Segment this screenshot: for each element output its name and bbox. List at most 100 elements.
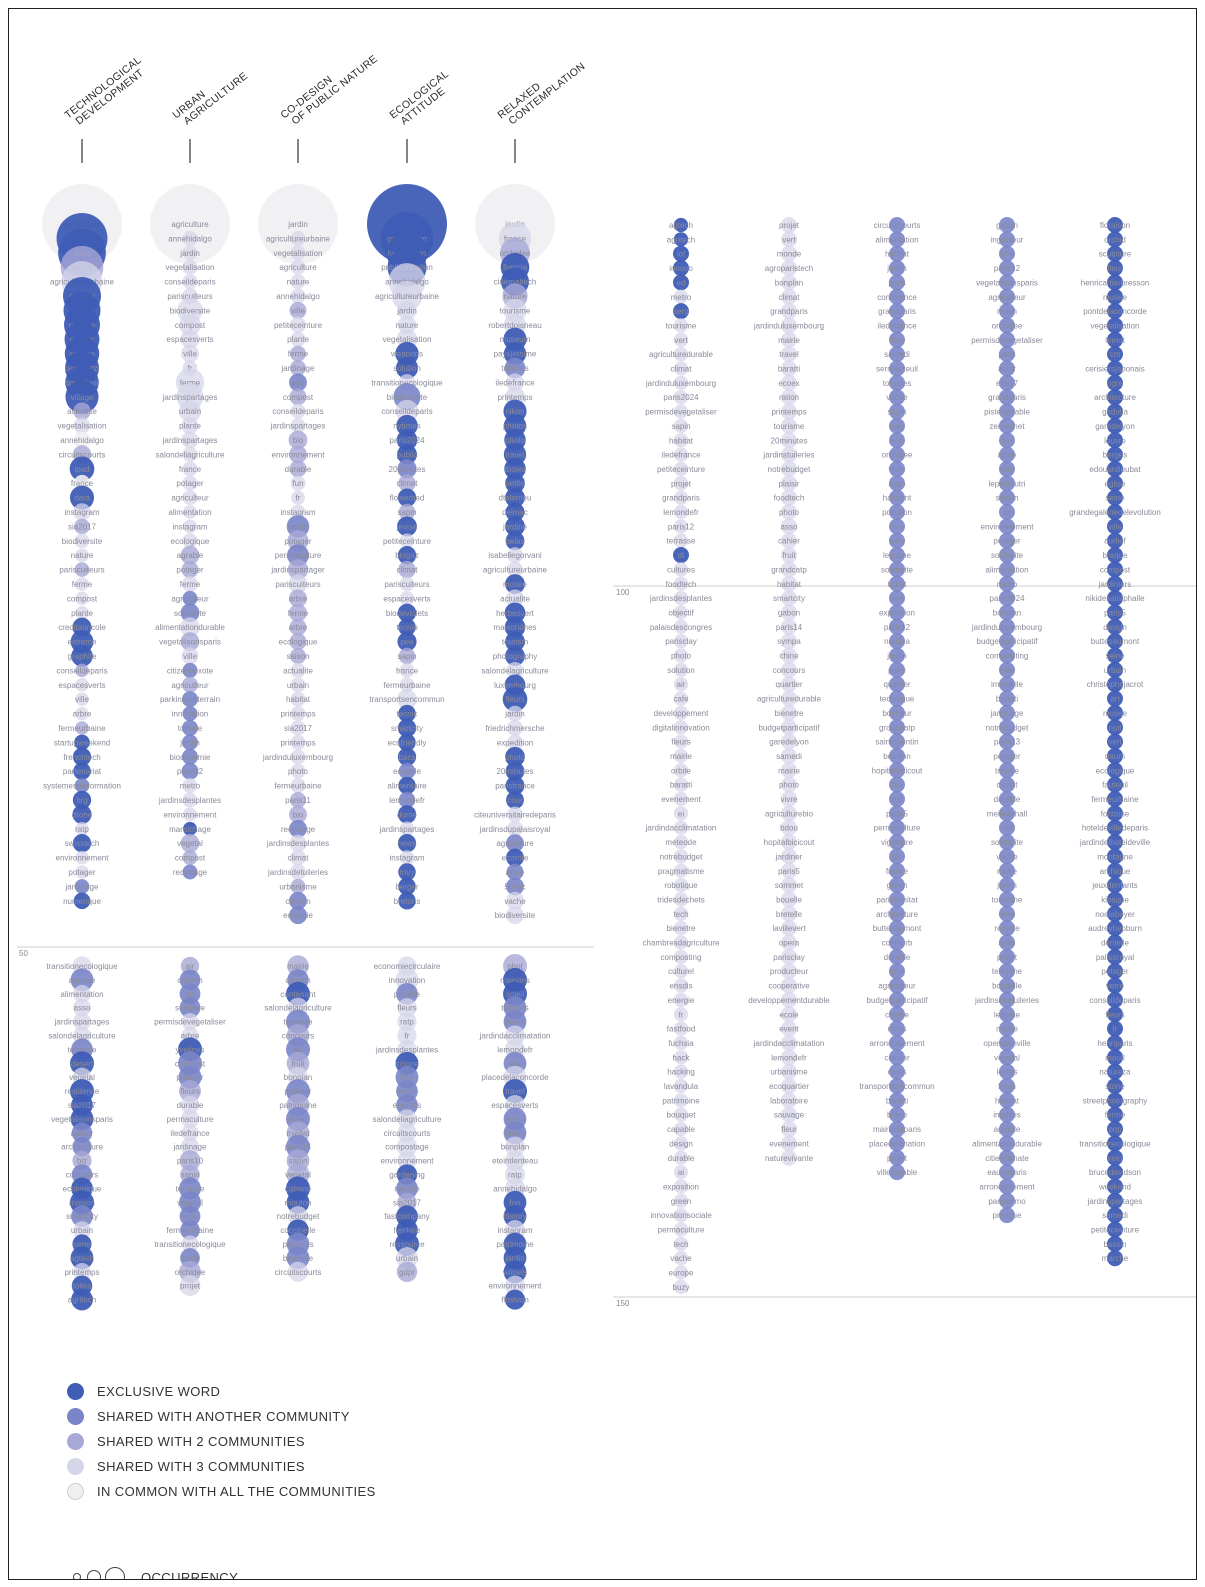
word-label: plaisir [779, 479, 800, 488]
word-label: fermeurbaine [383, 681, 431, 690]
word-label: tourisme [500, 306, 531, 315]
word-bubble [1107, 676, 1123, 693]
word-bubble [1107, 1250, 1123, 1267]
word-bubble [290, 706, 306, 722]
legend-item: IN COMMON WITH ALL THE COMMUNITIES [67, 1479, 376, 1504]
word-bubble [673, 1121, 689, 1137]
word-bubble [781, 977, 797, 994]
word-label: operationville [983, 1039, 1031, 1048]
word-bubble [673, 1179, 689, 1194]
word-bubble [506, 661, 524, 679]
word-bubble [73, 892, 91, 910]
word-label: nature [396, 321, 419, 330]
word-label: jardinspartages [379, 825, 435, 834]
word-label: terrasse [667, 537, 696, 546]
word-bubble [673, 820, 689, 835]
word-bubble [673, 648, 689, 663]
word-label: ville [75, 695, 89, 704]
word-label: fleur [1107, 264, 1123, 273]
word-bubble [397, 603, 417, 622]
word-label: potager [1101, 967, 1128, 976]
word-label: fastcompany [384, 1212, 429, 1221]
word-label: jeuxdenfants [1091, 881, 1137, 890]
word-label: paris2024 [989, 594, 1025, 603]
word-bubble [673, 504, 689, 520]
word-bubble [889, 633, 905, 650]
word-bubble [781, 231, 797, 248]
word-bubble [181, 417, 199, 435]
legend-label: SHARED WITH ANOTHER COMMUNITY [97, 1409, 350, 1424]
word-bubble [889, 1078, 905, 1094]
word-label: cafe [673, 695, 689, 704]
word-label: photo [505, 753, 526, 762]
word-label: sculpture [1099, 250, 1132, 259]
word-label: environnement [272, 450, 326, 459]
word-bubble [287, 544, 309, 567]
word-bubble [181, 1235, 199, 1253]
word-bubble [889, 1006, 905, 1023]
word-label: ecologique [1096, 766, 1135, 775]
word-bubble [1107, 1221, 1123, 1238]
word-bubble [781, 1049, 797, 1066]
word-label: gadolla [1102, 408, 1128, 417]
word-label: nature [504, 292, 527, 301]
word-label: urbain [1104, 666, 1126, 675]
word-bubble [289, 445, 307, 464]
word-bubble [999, 647, 1015, 664]
word-label: recyclage [281, 825, 316, 834]
word-label: arbre [506, 868, 525, 877]
category-header-line: TECHNOLOGICAL [62, 54, 143, 121]
word-bubble [889, 719, 905, 736]
word-bubble [1107, 920, 1123, 937]
word-label: isabellegorvani [488, 551, 542, 560]
word-label: ressource [389, 1240, 425, 1249]
word-bubble [181, 647, 199, 665]
word-bubble [505, 574, 525, 594]
word-label: jardinage [990, 709, 1024, 718]
word-bubble [673, 1064, 689, 1079]
word-label: potager [284, 1087, 311, 1096]
word-bubble [889, 575, 905, 592]
word-label: 20minutes [497, 767, 534, 776]
word-label: dentelle [1101, 939, 1130, 948]
word-label: jardinspartages [162, 436, 218, 445]
word-label: habitant [883, 494, 912, 503]
word-bubble [781, 346, 797, 363]
word-label: paris [888, 278, 905, 287]
word-bubble [673, 849, 689, 864]
word-bubble [505, 631, 525, 652]
word-label: bretons [394, 897, 421, 906]
word-label: climat [779, 293, 801, 302]
word-bubble [889, 1164, 905, 1181]
word-label: jardin [396, 306, 417, 315]
word-bubble [781, 446, 797, 463]
word-bubble [290, 662, 306, 678]
word-label: jardinage [281, 364, 315, 373]
word-label: ecologique [63, 1184, 102, 1193]
word-label: petiteceinture [383, 537, 432, 546]
word-label: tomates [883, 379, 911, 388]
word-label: henriparis [1097, 1039, 1132, 1048]
word-label: jardin [396, 1087, 417, 1096]
word-label: velo [890, 422, 905, 431]
rank-label: 100 [616, 588, 630, 597]
word-bubble [999, 317, 1015, 334]
word-bubble [290, 878, 306, 894]
word-bubble [181, 344, 199, 363]
occurrency-medium-circle [87, 1570, 101, 1579]
word-bubble [673, 1279, 689, 1295]
word-label: soleil [506, 990, 524, 999]
word-label: vache [996, 852, 1018, 861]
word-label: tour [890, 522, 904, 531]
word-label: eglise [1105, 479, 1126, 488]
word-label: cahier [778, 537, 800, 546]
word-bubble [397, 459, 417, 479]
word-label: developpementdurable [748, 996, 830, 1005]
word-bubble [673, 863, 689, 878]
word-label: paris [998, 350, 1015, 359]
word-bubble [889, 504, 905, 520]
word-bubble [781, 920, 797, 937]
word-label: lemondefr [771, 1053, 807, 1062]
word-label: pariscuiteurs [275, 580, 320, 589]
word-label: effe17 [996, 379, 1019, 388]
